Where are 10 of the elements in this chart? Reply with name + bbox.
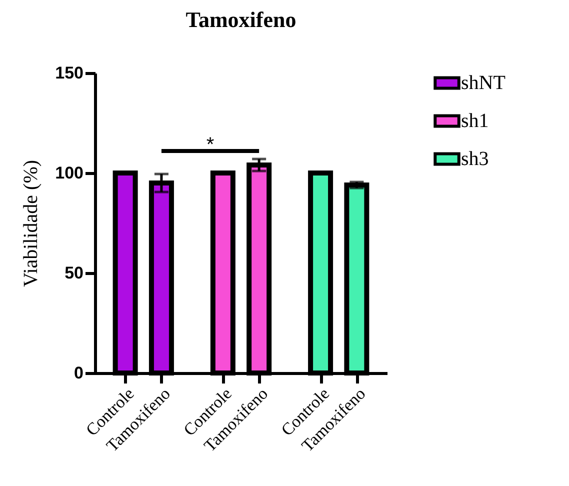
legend-label: sh1 [461, 110, 489, 132]
y-tick-label: 150 [55, 64, 84, 82]
legend-label: sh3 [461, 148, 489, 170]
y-axis-title: Viabilidade (%) [20, 160, 42, 288]
y-tick-label: 0 [74, 364, 84, 382]
legend-label: shNT [461, 72, 506, 94]
y-tick-label: 100 [55, 164, 84, 182]
chart-title: Tamoxifeno [186, 7, 296, 32]
y-tick-label: 50 [64, 264, 84, 282]
annotation: * [206, 134, 214, 156]
